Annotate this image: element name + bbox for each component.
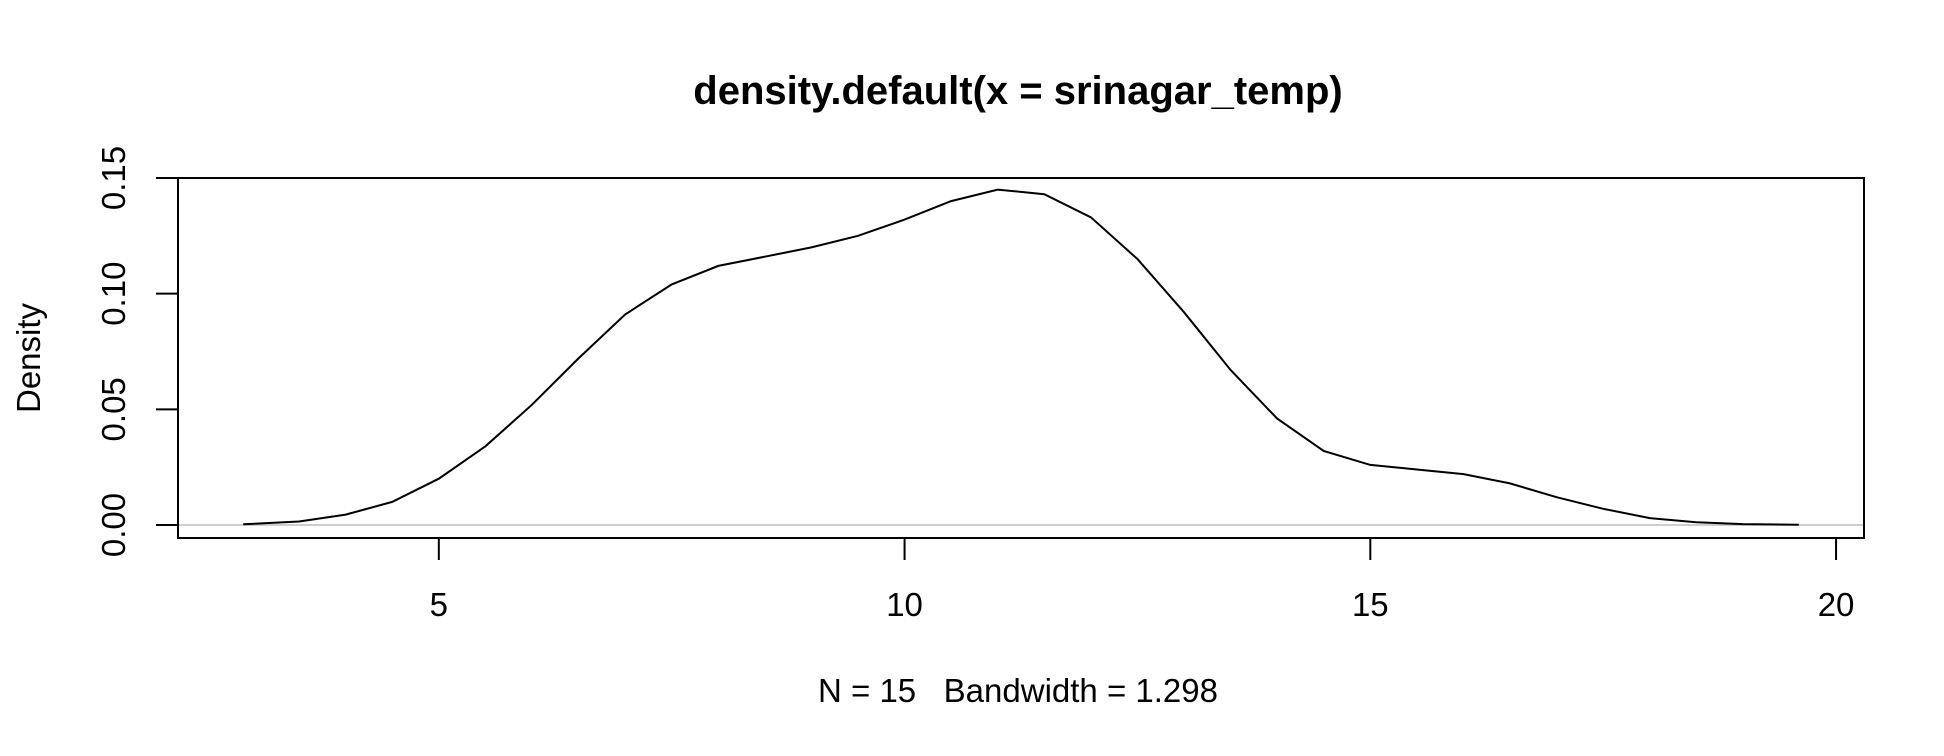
x-axis-ticks: 5 10 15 20: [430, 538, 1855, 623]
y-tick-label: 0.05: [95, 377, 132, 441]
y-axis: 0.00 0.05 0.10 0.15 Density: [10, 146, 179, 557]
y-tick-label: 0.10: [95, 262, 132, 326]
y-tick-label: 0.15: [95, 146, 132, 210]
y-tick-label: 0.00: [95, 493, 132, 557]
y-axis-ticks: 0.00 0.05 0.10 0.15: [95, 146, 178, 557]
plot-area: [177, 177, 1865, 539]
x-axis-label: N = 15 Bandwidth = 1.298: [818, 672, 1218, 709]
plot-box: [177, 177, 1865, 539]
x-tick-label: 10: [886, 586, 923, 623]
x-tick-label: 15: [1352, 586, 1389, 623]
y-axis-label: Density: [10, 302, 47, 413]
x-tick-label: 20: [1818, 586, 1855, 623]
density-curve: [243, 188, 1799, 526]
chart-title: density.default(x = srinagar_temp): [693, 69, 1342, 113]
x-axis: 5 10 15 20 N = 15 Bandwidth = 1.298: [430, 537, 1855, 709]
x-tick-label: 5: [430, 586, 448, 623]
